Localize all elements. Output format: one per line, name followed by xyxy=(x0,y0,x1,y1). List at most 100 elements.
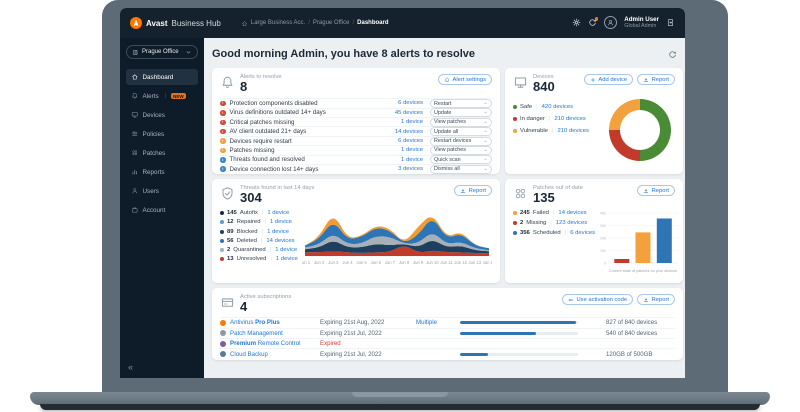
alert-action-select[interactable]: View patches xyxy=(430,117,492,127)
use-activation-code-button[interactable]: Use activation code xyxy=(562,294,634,305)
legend-count: 89 xyxy=(227,228,234,235)
legend-dot xyxy=(220,229,224,234)
legend-devices-link[interactable]: 1 device xyxy=(270,219,292,226)
breadcrumb-item[interactable]: Prague Office xyxy=(312,20,350,26)
legend-label: Unresolved xyxy=(236,256,267,263)
sidebar-nav: Dashboard Alerts | NEW Devices Policies Patche… xyxy=(126,69,198,218)
subscription-name-link[interactable]: Cloud Backup xyxy=(230,350,268,358)
subscription-name-link[interactable]: Premium Remote Control xyxy=(230,340,301,348)
legend-item: Safe | 420 devices xyxy=(513,104,589,110)
plus-icon xyxy=(590,77,596,83)
user-info[interactable]: Admin User Global Admin xyxy=(624,16,659,29)
sidebar-item-account[interactable]: Account xyxy=(126,202,198,218)
subscription-row: Antivirus Pro Plus Expiring 21st Aug, 202… xyxy=(220,317,675,327)
legend-label: In danger xyxy=(520,116,545,123)
subscription-usage-bar xyxy=(460,321,578,325)
alert-devices-link[interactable]: 6 devices xyxy=(398,138,423,145)
devices-legend: Safe | 420 devices In danger | 210 devices Vul… xyxy=(513,99,589,161)
subscriptions-card-header: Active subscriptions 4 Use activation co… xyxy=(220,294,675,314)
add-device-button[interactable]: Add device xyxy=(583,74,634,85)
alert-action-select[interactable]: Quick scan xyxy=(430,155,492,165)
legend-label: Failed xyxy=(532,210,549,217)
sidebar-item-patches[interactable]: Patches xyxy=(126,145,198,161)
patches-report-button[interactable]: Report xyxy=(637,185,675,196)
sidebar-item-users[interactable]: Users xyxy=(126,183,198,199)
sidebar-item-devices[interactable]: Devices xyxy=(126,107,198,123)
refresh-icon[interactable] xyxy=(668,50,677,59)
sidebar-collapse-button[interactable]: « xyxy=(128,362,134,372)
alert-action-select[interactable]: Restart devices xyxy=(430,136,492,146)
legend-devices-link[interactable]: 1 device xyxy=(267,210,290,217)
sidebar-item-policies[interactable]: Policies xyxy=(126,126,198,142)
chevron-down-icon xyxy=(483,110,488,115)
legend-devices-link[interactable]: 210 devices xyxy=(557,128,589,135)
subscription-name-link[interactable]: Patch Management xyxy=(230,329,283,337)
main-content: Good morning Admin, you have 8 alerts to… xyxy=(204,38,685,378)
sidebar-item-dashboard[interactable]: Dashboard xyxy=(126,69,198,85)
avast-logo: Avast Business Hub xyxy=(130,17,221,29)
building-icon xyxy=(132,49,139,56)
alert-devices-link[interactable]: 14 devices xyxy=(394,128,423,135)
legend-item: 356 Scheduled | 6 devices xyxy=(513,230,595,236)
sidebar-item-reports[interactable]: Reports xyxy=(126,164,198,180)
devices-donut-chart xyxy=(609,99,671,162)
devices-report-button[interactable]: Report xyxy=(637,74,675,85)
sync-notification-icon[interactable] xyxy=(588,17,599,27)
legend-count: 13 xyxy=(227,256,234,263)
alert-settings-button[interactable]: Alert settings xyxy=(437,74,492,85)
gear-icon[interactable] xyxy=(572,18,581,27)
alert-devices-link[interactable]: 1 device xyxy=(401,156,423,163)
subscription-extra-link[interactable]: Multiple xyxy=(416,319,437,327)
breadcrumb-item[interactable]: Large Business Acc. xyxy=(250,20,306,26)
subscription-product-icon xyxy=(220,351,226,358)
legend-devices-link[interactable]: 6 devices xyxy=(570,230,596,237)
alert-severity-icon: ! xyxy=(220,138,226,144)
legend-devices-link[interactable]: 1 device xyxy=(267,228,290,235)
legend-item: In danger | 210 devices xyxy=(513,116,589,122)
alert-action-select[interactable]: Update all xyxy=(430,127,492,137)
legend-devices-link[interactable]: 420 devices xyxy=(541,104,574,111)
sidebar-item-alerts[interactable]: Alerts | NEW xyxy=(126,88,198,104)
card-title: Patches out of date xyxy=(533,185,583,191)
sidebar-item-label: Devices xyxy=(142,111,165,119)
card-title: Active subscriptions xyxy=(240,294,292,300)
alert-devices-link[interactable]: 1 device xyxy=(401,119,423,126)
alerts-card: Alerts to resolve 8 Alert settings ! Prot… xyxy=(212,68,500,174)
legend-label: Safe xyxy=(520,104,533,111)
subscription-name-link[interactable]: Antivirus Pro Plus xyxy=(230,319,280,327)
monitor-icon xyxy=(131,111,139,119)
alert-row: ! Critical patches missing 1 device View pa… xyxy=(220,117,492,127)
subscription-usage-text: 120GB of 500GB xyxy=(606,350,653,358)
alert-row: ! Protection components disabled 6 devices… xyxy=(220,98,492,108)
alert-devices-link[interactable]: 1 device xyxy=(401,147,423,154)
alert-devices-link[interactable]: 6 devices xyxy=(398,100,423,107)
legend-count: 12 xyxy=(227,219,234,226)
alert-action-select[interactable]: Update xyxy=(430,108,492,118)
avatar[interactable] xyxy=(604,16,618,30)
org-selector[interactable]: Prague Office xyxy=(126,45,198,59)
legend-devices-link[interactable]: 210 devices xyxy=(554,116,586,123)
subscriptions-report-button[interactable]: Report xyxy=(637,294,675,305)
threats-report-button[interactable]: Report xyxy=(454,185,492,196)
legend-devices-link[interactable]: 123 devices xyxy=(555,220,588,227)
svg-text:Jun 1: Jun 1 xyxy=(302,260,311,265)
breadcrumb-item: Dashboard xyxy=(357,20,389,26)
alert-devices-link[interactable]: 3 devices xyxy=(398,166,423,173)
legend-devices-link[interactable]: 14 devices xyxy=(558,210,587,217)
alert-severity-icon: i xyxy=(220,157,226,163)
home-icon xyxy=(241,20,248,27)
legend-devices-link[interactable]: 14 devices xyxy=(266,237,295,244)
alert-text: AV client outdated 21+ days xyxy=(229,128,307,136)
alert-devices-link[interactable]: 45 devices xyxy=(394,109,423,116)
download-icon xyxy=(643,297,649,303)
svg-text:100: 100 xyxy=(600,249,606,253)
legend-devices-link[interactable]: 1 device xyxy=(275,256,298,263)
threats-card-header: Threats found in last 14 days 304 Report xyxy=(220,185,492,205)
alert-action-select[interactable]: Restart xyxy=(430,99,492,108)
alert-action-select[interactable]: View patches xyxy=(430,145,492,155)
legend-label: Missing xyxy=(526,220,547,227)
console-icon[interactable] xyxy=(666,18,675,27)
alert-action-select[interactable]: Dismiss all xyxy=(430,164,492,174)
legend-devices-link[interactable]: 1 device xyxy=(275,247,298,254)
